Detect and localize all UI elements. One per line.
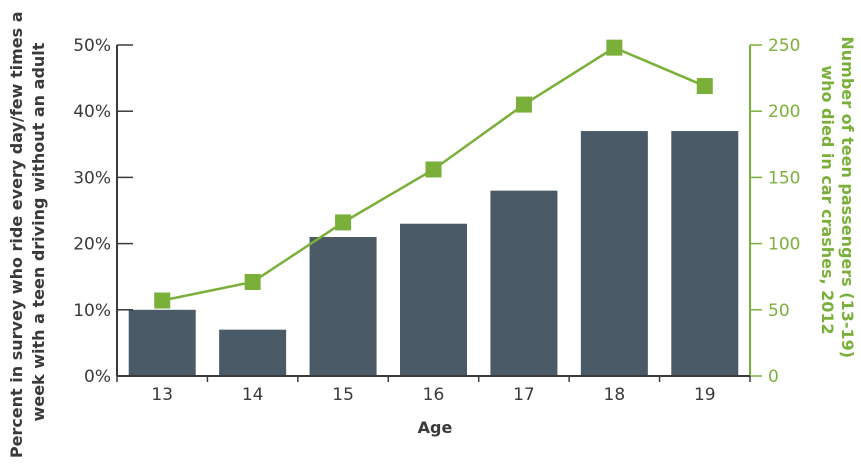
y-axis-title: Percent in survey who ride every day/few… bbox=[7, 6, 48, 458]
right-tick-label: 100 bbox=[768, 235, 800, 255]
x-tick-label: 13 bbox=[151, 385, 173, 405]
line-series bbox=[154, 39, 713, 309]
line-marker-14 bbox=[244, 273, 261, 290]
x-tick-label: 18 bbox=[604, 385, 626, 405]
bar-17 bbox=[490, 190, 558, 376]
bar-13 bbox=[128, 309, 196, 376]
x-tick-label: 14 bbox=[242, 385, 264, 405]
x-axis: 13 14 15 16 17 18 19 bbox=[116, 375, 751, 405]
x-tick-label: 16 bbox=[423, 385, 445, 405]
bar-series bbox=[128, 131, 739, 376]
line-marker-17 bbox=[515, 96, 532, 113]
right-tick-label: 150 bbox=[768, 168, 800, 188]
right-tick-label: 250 bbox=[768, 36, 800, 56]
left-axis: 0% 10% 20% 30% 40% 50% bbox=[73, 36, 133, 387]
bar-14 bbox=[219, 329, 287, 376]
y2-axis-title-line-2: who died in car crashes, 2012 bbox=[818, 65, 837, 334]
right-tick-label: 50 bbox=[768, 301, 790, 321]
line-marker-19 bbox=[696, 78, 713, 95]
line-marker-16 bbox=[425, 161, 442, 178]
x-axis-title: Age bbox=[418, 418, 453, 437]
line-marker-18 bbox=[606, 39, 623, 56]
x-tick-label: 17 bbox=[513, 385, 535, 405]
y2-axis-title: Number of teen passengers (13-19) who di… bbox=[818, 36, 857, 363]
y-axis-title-line-2: week with a teen driving without an adul… bbox=[29, 42, 48, 421]
left-tick-label: 20% bbox=[73, 235, 111, 255]
bar-15 bbox=[309, 236, 377, 376]
left-tick-label: 40% bbox=[73, 102, 111, 122]
bar-18 bbox=[580, 131, 648, 376]
bar-16 bbox=[400, 223, 467, 376]
y-axis-title-line-1: Percent in survey who ride every day/few… bbox=[7, 11, 26, 458]
left-tick-label: 50% bbox=[73, 36, 111, 56]
y2-axis-title-line-1: Number of teen passengers (13-19) bbox=[838, 36, 857, 358]
left-tick-label: 30% bbox=[73, 168, 111, 188]
left-tick-label: 10% bbox=[73, 301, 111, 321]
right-tick-label: 200 bbox=[768, 102, 800, 122]
right-axis: 0 50 100 150 200 250 bbox=[749, 36, 800, 387]
line-marker-15 bbox=[335, 214, 352, 231]
right-tick-label: 0 bbox=[768, 367, 779, 387]
x-tick-label: 19 bbox=[694, 385, 716, 405]
left-tick-label: 0% bbox=[84, 367, 111, 387]
x-tick-label: 15 bbox=[332, 385, 354, 405]
line-marker-13 bbox=[154, 292, 171, 309]
bar-19 bbox=[671, 131, 739, 376]
